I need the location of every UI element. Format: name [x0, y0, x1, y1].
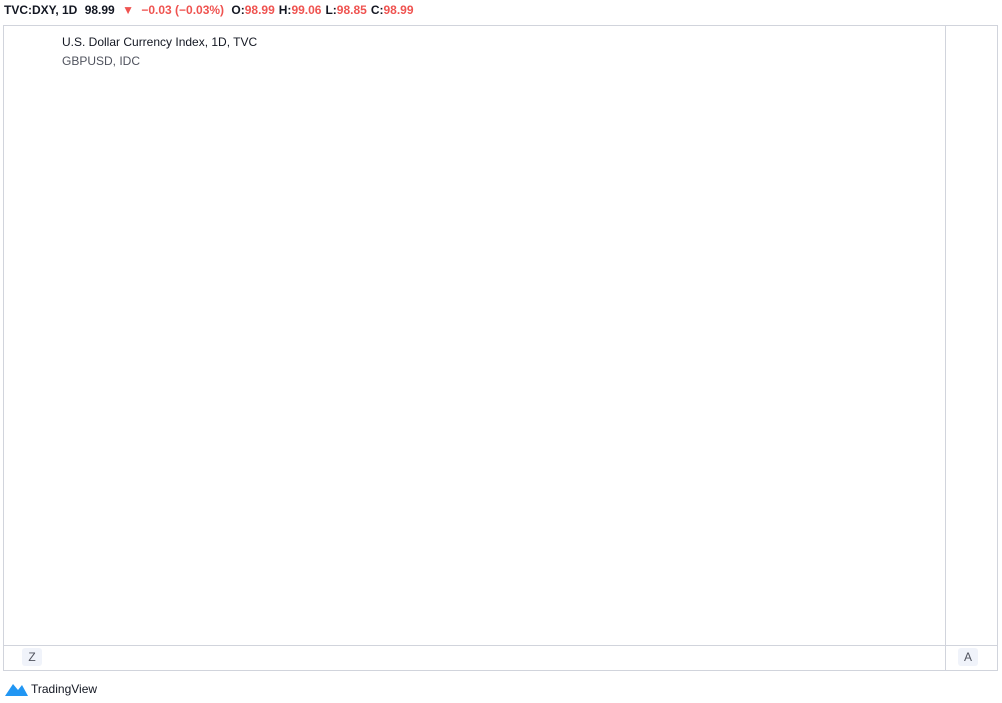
auto-button-label[interactable]: A	[964, 650, 972, 664]
zoom-button-label[interactable]: Z	[28, 650, 35, 664]
symbol: TVC:DXY, 1D	[4, 3, 78, 17]
brand-logo	[5, 684, 28, 696]
frame	[3, 25, 998, 671]
auto-button[interactable]	[958, 648, 978, 666]
header-field-label: L:	[325, 3, 337, 17]
legend-gbpusd: GBPUSD, IDC	[62, 54, 140, 68]
legend-dxy: U.S. Dollar Currency Index, 1D, TVC	[62, 35, 258, 49]
header-field-value: 98.99	[383, 3, 414, 17]
header-field-label: O:	[231, 3, 245, 17]
header-field-value: 99.06	[291, 3, 322, 17]
header: TVC:DXY, 1D 98.99 ▼ −0.03 (−0.03%) O:98.…	[4, 3, 418, 17]
brand: TradingView	[31, 682, 97, 696]
header-field-label: H:	[278, 3, 292, 17]
change: −0.03 (−0.03%)	[141, 3, 225, 17]
header-field-value: 98.99	[244, 3, 275, 17]
header-field-value: 98.85	[336, 3, 367, 17]
header-field-label: C:	[370, 3, 384, 17]
last-price: 98.99	[84, 3, 115, 17]
arrow: ▼	[122, 3, 134, 17]
zoom-button[interactable]	[22, 648, 42, 666]
